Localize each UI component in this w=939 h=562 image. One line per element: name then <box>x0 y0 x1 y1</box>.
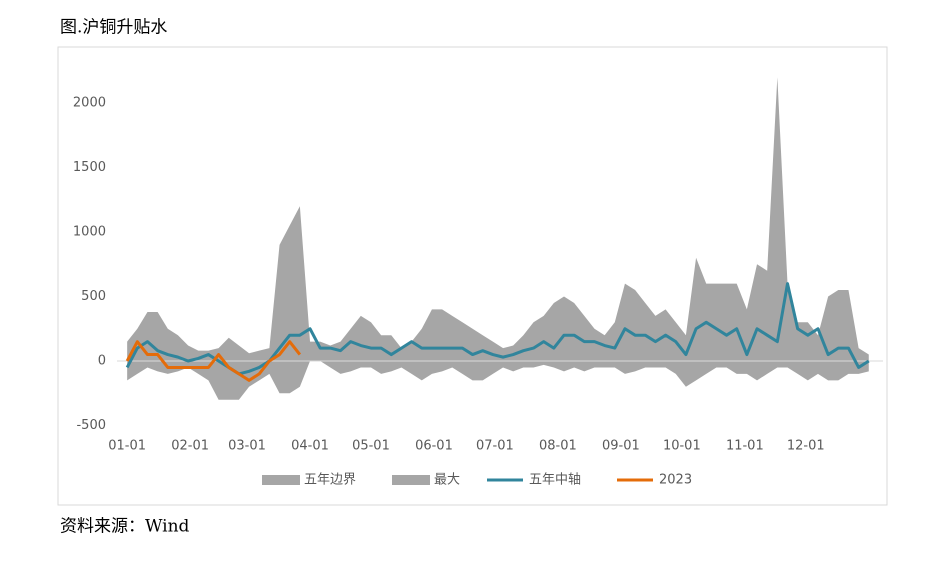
y-tick-label: 1000 <box>73 225 106 240</box>
x-tick-label: 06-01 <box>415 439 453 454</box>
plot-area: -500 0 500 1000 1500 2000 01-01 02-01 03-01 04-01… <box>73 77 883 488</box>
y-tick-label: 0 <box>98 354 106 369</box>
area <box>127 361 869 400</box>
legend-label: 最大 <box>434 473 460 488</box>
legend-label: 五年中轴 <box>529 473 581 488</box>
legend-swatch <box>262 475 300 485</box>
x-tick-label: 10-01 <box>663 439 701 454</box>
x-tick-label: 02-01 <box>171 439 209 454</box>
y-tick-label: 1500 <box>73 160 106 175</box>
chart-title: 图.沪铜升贴水 <box>60 18 167 38</box>
line <box>125 340 302 382</box>
x-tick-label: 09-01 <box>602 439 640 454</box>
x-tick-label: 05-01 <box>352 439 390 454</box>
area <box>127 77 869 361</box>
x-tick-label: 01-01 <box>108 439 146 454</box>
legend-label: 五年边界 <box>304 473 356 488</box>
x-tick-label: 07-01 <box>476 439 514 454</box>
y-tick-label: 2000 <box>73 96 106 111</box>
x-tick-label: 04-01 <box>291 439 329 454</box>
chart-frame <box>57 46 888 506</box>
legend-label: 2023 <box>659 473 692 488</box>
line <box>125 282 870 376</box>
source: 资料来源：Wind <box>60 517 190 537</box>
x-tick-label: 11-01 <box>726 439 764 454</box>
x-tick-label: 12-01 <box>787 439 825 454</box>
legend-swatch <box>392 475 430 485</box>
y-tick-label: 500 <box>81 289 106 304</box>
x-tick-label: 03-01 <box>228 439 266 454</box>
x-tick-label: 08-01 <box>539 439 577 454</box>
y-tick-label: -500 <box>76 418 106 433</box>
